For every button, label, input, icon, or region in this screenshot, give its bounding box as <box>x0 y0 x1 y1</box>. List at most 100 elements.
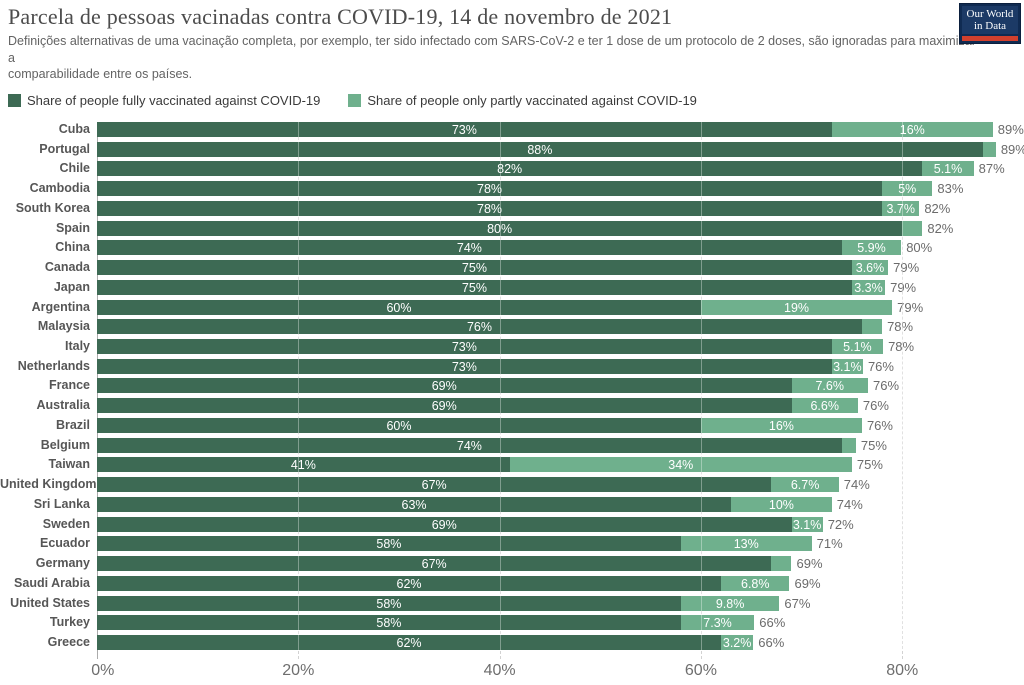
bar-full-segment[interactable]: 76% <box>97 319 862 334</box>
bar-partly-segment[interactable]: 9.8% <box>680 596 780 611</box>
country-label: Brazil <box>55 418 90 432</box>
bar-row: Cambodia 78% 5% 83% <box>30 181 1023 196</box>
bar-partly-segment[interactable]: 6.6% <box>791 398 858 413</box>
bar-full-segment[interactable]: 69% <box>97 378 792 393</box>
x-axis-tick-80%: 80% <box>886 662 919 679</box>
bar-partly-segment[interactable]: 7.6% <box>791 378 868 393</box>
total-label: 67% <box>784 596 811 611</box>
legend-item-1[interactable]: Share of people only partly vaccinated a… <box>348 93 697 108</box>
full-value-label: 75% <box>461 280 487 295</box>
partly-value-label: 5.9% <box>857 240 886 255</box>
country-label: South Korea <box>15 201 90 215</box>
bar-partly-segment[interactable]: 5% <box>882 181 933 196</box>
bar-full-segment[interactable]: 78% <box>97 181 883 196</box>
bar-partly-segment[interactable] <box>982 142 996 157</box>
country-label: Malaysia <box>37 319 90 333</box>
total-label: 79% <box>897 300 924 315</box>
bar-partly-segment[interactable]: 10% <box>731 497 832 512</box>
bar-full-segment[interactable]: 80% <box>97 221 903 236</box>
legend-label: Share of people only partly vaccinated a… <box>367 93 697 108</box>
bar-partly-segment[interactable]: 16% <box>700 418 862 433</box>
bar-row: Canada 75% 3.6% 79% <box>45 260 1023 275</box>
plot-area: Cuba 73% 16% 89% Portugal 88% 89% Chile … <box>0 122 1024 679</box>
total-label: 83% <box>937 181 964 196</box>
bar-full-segment[interactable]: 60% <box>97 418 701 433</box>
bar-row: Sweden 69% 3.1% 72% <box>43 517 1023 532</box>
bar-full-segment[interactable]: 67% <box>97 477 772 492</box>
bar-partly-segment[interactable]: 5.1% <box>831 339 884 354</box>
bar-full-segment[interactable]: 75% <box>97 260 852 275</box>
bar-full-segment[interactable]: 73% <box>97 122 832 137</box>
bar-partly-segment[interactable]: 5.1% <box>922 161 974 176</box>
bar-partly-segment[interactable] <box>771 556 792 571</box>
bar-full-segment[interactable]: 88% <box>97 142 983 157</box>
full-value-label: 73% <box>451 359 477 374</box>
partly-value-label: 10% <box>768 497 794 512</box>
country-label: Sweden <box>42 517 90 531</box>
total-label: 79% <box>893 260 920 275</box>
total-label: 74% <box>836 497 863 512</box>
bar-full-segment[interactable]: 75% <box>97 280 852 295</box>
bar-full-segment[interactable]: 74% <box>97 240 842 255</box>
full-value-label: 73% <box>451 122 477 137</box>
full-value-label: 62% <box>396 576 422 591</box>
partly-value-label: 5.1% <box>843 339 872 354</box>
bar-full-segment[interactable]: 62% <box>97 576 722 591</box>
bar-partly-segment[interactable]: 5.9% <box>841 240 902 255</box>
partly-value-label: 13% <box>733 536 759 551</box>
country-label: Netherlands <box>17 359 90 373</box>
bar-full-segment[interactable]: 60% <box>97 300 701 315</box>
bar-full-segment[interactable]: 58% <box>97 596 681 611</box>
total-label: 76% <box>872 378 900 393</box>
bar-partly-segment[interactable] <box>902 221 923 236</box>
bar-partly-segment[interactable]: 16% <box>831 122 993 137</box>
bar-full-segment[interactable]: 74% <box>97 438 842 453</box>
bar-partly-segment[interactable]: 3.3% <box>851 280 886 295</box>
bar-full-segment[interactable]: 58% <box>97 615 681 630</box>
full-value-label: 76% <box>466 319 492 334</box>
total-label: 76% <box>866 418 893 433</box>
bar-partly-segment[interactable]: 19% <box>700 300 893 315</box>
bar-partly-segment[interactable] <box>861 319 883 334</box>
page-title: Parcela de pessoas vacinadas contra COVI… <box>8 4 673 29</box>
bar-row: United States 58% 9.8% 67% <box>10 596 1023 611</box>
bar-full-segment[interactable]: 58% <box>97 536 681 551</box>
bar-full-segment[interactable]: 69% <box>97 398 792 413</box>
country-label: Chile <box>59 161 90 175</box>
bar-full-segment[interactable]: 73% <box>97 359 832 374</box>
full-value-label: 67% <box>421 477 447 492</box>
full-value-label: 58% <box>376 596 402 611</box>
bar-full-segment[interactable]: 73% <box>97 339 832 354</box>
country-label: Cambodia <box>29 181 90 195</box>
bar-full-segment[interactable]: 62% <box>97 635 722 650</box>
bar-partly-segment[interactable] <box>841 438 856 453</box>
bar-full-segment[interactable]: 69% <box>97 517 792 532</box>
bar-full-segment[interactable]: 82% <box>97 161 923 176</box>
owid-logo-line2: in Data <box>973 20 1007 32</box>
bar-full-segment[interactable]: 63% <box>97 497 732 512</box>
x-axis-tick-0%: 0% <box>91 662 115 679</box>
owid-logo[interactable]: Our World in Data <box>959 3 1021 44</box>
partly-value-label: 3.6% <box>855 260 885 275</box>
bar-full-segment[interactable]: 67% <box>97 556 772 571</box>
bar-full-segment[interactable]: 78% <box>97 201 883 216</box>
legend-item-0[interactable]: Share of people fully vaccinated against… <box>8 93 320 108</box>
bar-full-segment[interactable]: 41% <box>97 457 510 472</box>
bar-partly-segment[interactable]: 6.7% <box>771 477 839 492</box>
bar-row: Malaysia 76% 78% <box>38 319 1023 334</box>
bar-partly-segment[interactable]: 13% <box>680 536 812 551</box>
country-label: Cuba <box>58 122 90 136</box>
bar-partly-segment[interactable]: 34% <box>509 457 852 472</box>
bar-partly-segment[interactable]: 3.2% <box>721 635 754 650</box>
bar-partly-segment[interactable]: 3.6% <box>851 260 889 275</box>
bar-partly-segment[interactable]: 3.1% <box>791 517 823 532</box>
bar-row: Ecuador 58% 13% 71% <box>40 536 1023 551</box>
chart-subtitle: Definições alternativas de uma vacinação… <box>8 33 976 83</box>
bar-partly-segment[interactable]: 7.3% <box>680 615 755 630</box>
total-label: 89% <box>997 122 1024 137</box>
bar-row: Germany 67% 69% <box>36 556 1023 571</box>
bar-partly-segment[interactable]: 3.1% <box>831 359 863 374</box>
total-label: 66% <box>759 615 786 630</box>
bar-partly-segment[interactable]: 6.8% <box>721 576 790 591</box>
bar-partly-segment[interactable]: 3.7% <box>882 201 920 216</box>
